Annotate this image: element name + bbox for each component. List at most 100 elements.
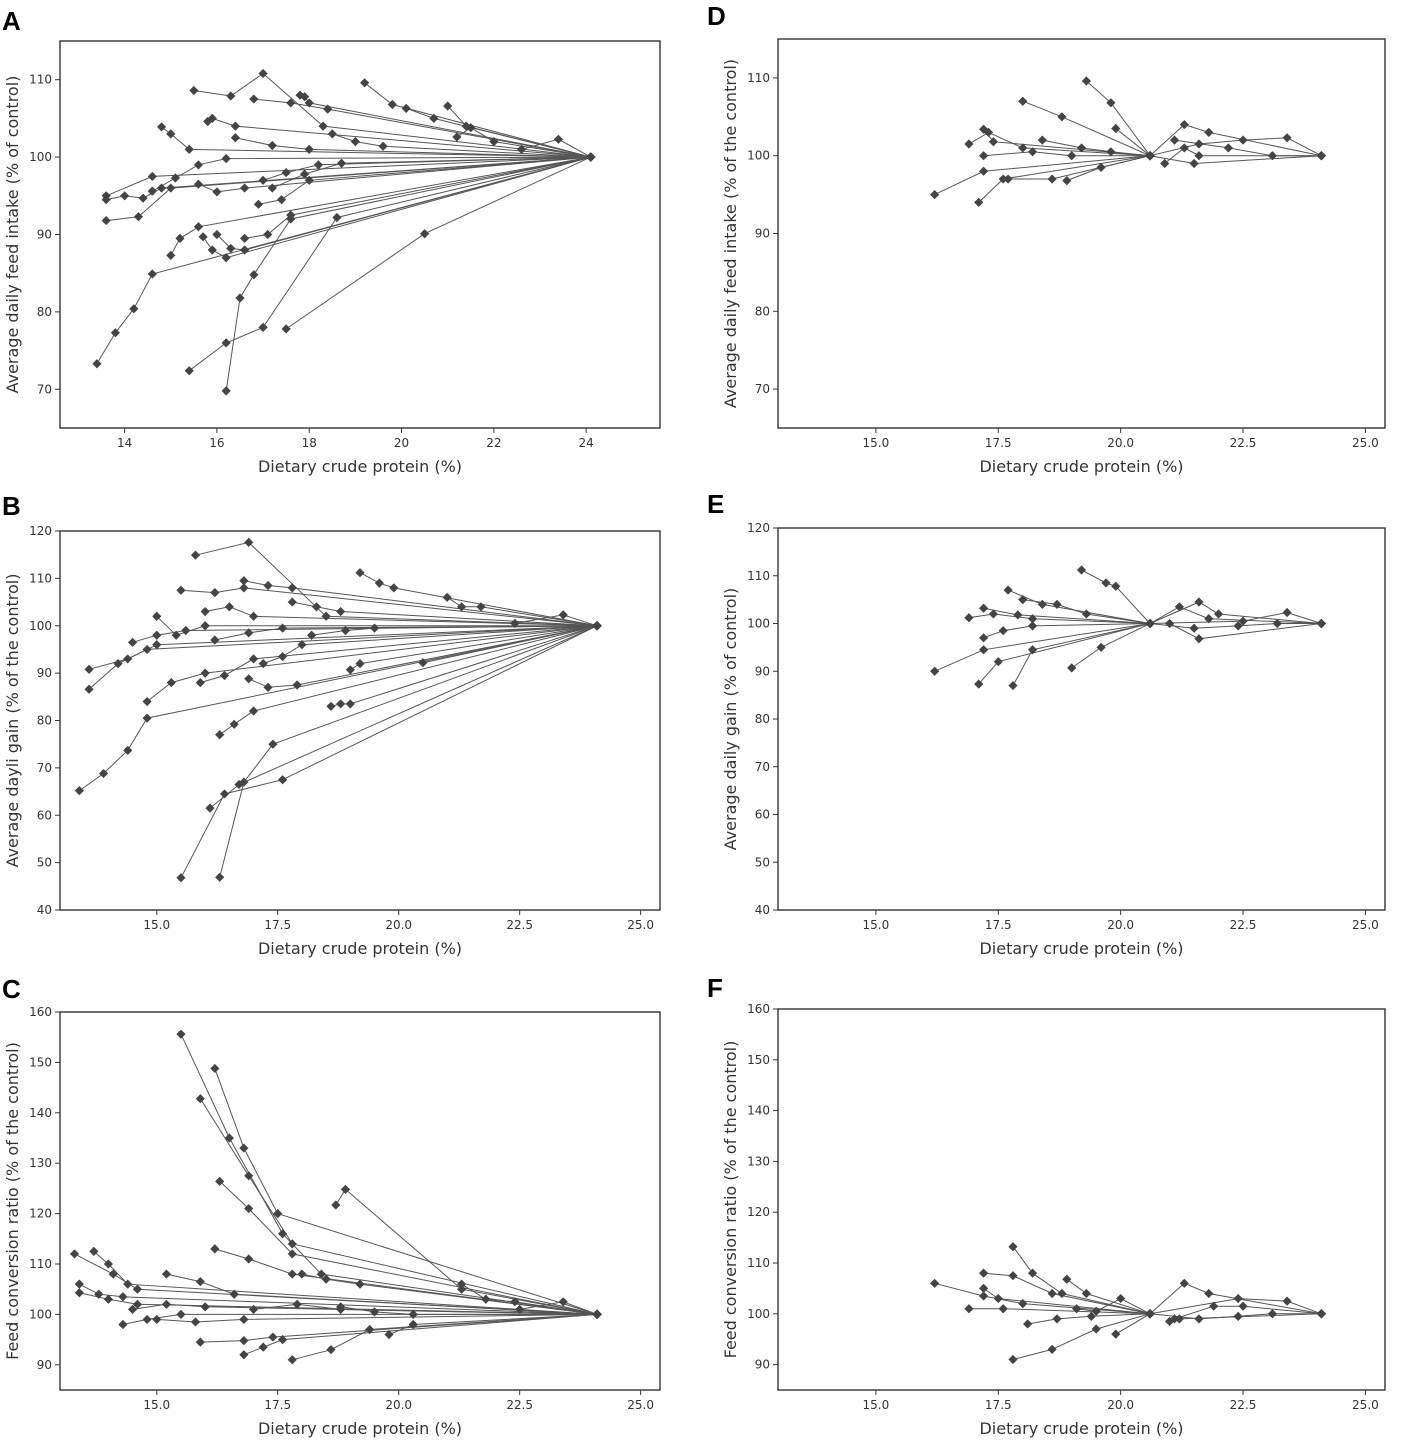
data-point [184,366,194,376]
data-point [515,1304,525,1314]
y-tick-label: 130 [29,1156,52,1170]
panel-A: A 14 16 18 20 22 24 70 80 90 100 110 Dietary crude p… [2,6,661,476]
series-line [146,625,598,702]
series-line [219,625,598,736]
data-point [553,134,564,144]
series-line [1149,124,1322,157]
y-tick-label: 80 [755,712,770,726]
data-point [1027,614,1038,624]
series-line [180,625,598,879]
series-line [968,613,1151,624]
data-point [457,1279,467,1289]
y-tick-label: 100 [29,1307,52,1321]
series-line [1027,1313,1151,1325]
x-axis-title: Dietary crude protein (%) [979,1419,1183,1438]
y-tick-label: 100 [747,149,770,163]
data-point [89,1246,99,1256]
data-point [215,730,225,740]
x-tick-label: 14 [117,436,132,450]
data-point [108,1269,118,1279]
x-tick-label: 22.5 [1230,436,1257,450]
data-point [190,1317,201,1327]
data-point [327,129,337,139]
data-point [215,1176,225,1186]
data-point [457,1284,467,1294]
data-point [193,222,204,232]
data-point [127,1304,138,1314]
data-point [1047,1288,1057,1299]
data-point [1238,616,1248,626]
series-line [311,625,598,636]
x-axis-title: Dietary crude protein (%) [258,457,462,476]
data-point [103,1259,113,1269]
data-point [248,654,259,664]
data-point [1008,1242,1018,1252]
x-tick-label: 22.5 [1230,1398,1257,1412]
data-point [176,1309,186,1319]
data-point [277,651,288,662]
series-line [1086,80,1151,156]
data-point [978,151,989,161]
data-point [374,578,384,588]
x-tick-label: 25.0 [1352,918,1379,932]
data-point [1106,98,1116,108]
data-point [287,1239,297,1249]
data-point [1194,151,1204,161]
data-point [1057,1288,1067,1299]
series-line [202,156,591,259]
data-point [316,1269,326,1279]
data-point [74,1288,84,1298]
data-point [258,68,268,79]
data-point [304,144,314,154]
y-tick-label: 100 [747,1307,770,1321]
data-point [219,789,230,799]
data-point [1027,1268,1038,1278]
data-point [207,245,217,255]
control-point [1316,618,1326,629]
data-point [189,85,199,96]
data-point [1111,123,1121,134]
data-point [1008,680,1018,691]
data-point [212,187,222,197]
data-point [1272,618,1282,629]
data-point [224,602,234,612]
data-point [321,1274,331,1284]
data-point [221,338,231,348]
data-point [1076,143,1087,153]
data-point [1057,112,1067,122]
data-point [240,183,250,193]
data-point [452,132,462,142]
y-axis-title: Feed conversion ratio (% of the control) [721,1041,740,1359]
data-point [1174,1314,1185,1324]
data-point [978,1268,989,1278]
series-line [235,137,591,158]
data-point [156,122,167,132]
y-tick-label: 120 [747,521,770,535]
data-point [123,1279,133,1289]
series-line [285,156,592,330]
panel-letter: C [2,974,21,1004]
series-line [216,156,591,251]
data-point [281,324,291,334]
y-tick-label: 140 [29,1106,52,1120]
x-axis-title: Dietary crude protein (%) [258,939,462,958]
data-point [1169,135,1180,145]
data-point [332,212,342,223]
x-tick-label: 15.0 [143,1398,170,1412]
data-point [176,1029,186,1039]
x-tick-label: 15.0 [863,918,890,932]
x-tick-label: 17.5 [985,918,1012,932]
data-point [384,1329,394,1340]
data-point [558,610,568,620]
data-point [1027,147,1038,157]
data-point [387,99,397,110]
y-tick-label: 70 [755,382,770,396]
data-point [221,253,231,263]
data-point [964,1304,974,1314]
data-point [1165,618,1175,629]
data-point [336,1302,346,1312]
x-tick-label: 20.0 [1107,436,1134,450]
data-point [336,158,347,168]
data-point [1145,618,1155,629]
